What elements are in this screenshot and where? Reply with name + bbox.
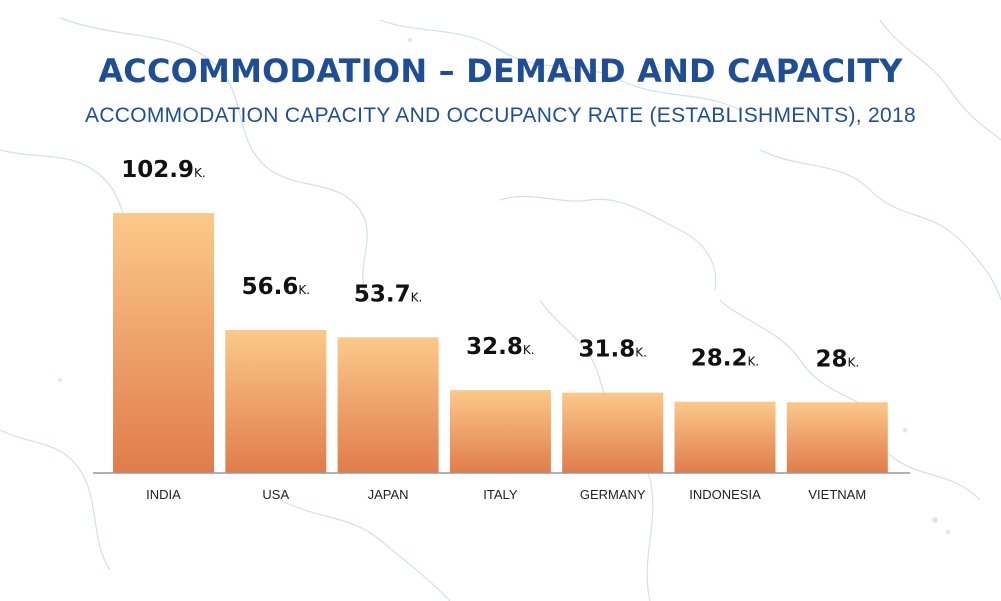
category-label-italy: ITALY [483, 487, 518, 502]
category-label-india: INDIA [146, 487, 181, 502]
value-label-germany: 31.8K. [578, 337, 646, 363]
value-label-indonesia: 28.2K. [691, 346, 759, 372]
value-label-italy: 32.8K. [466, 334, 534, 360]
category-label-japan: JAPAN [368, 487, 409, 502]
category-label-usa: USA [262, 487, 289, 502]
bar-germany [562, 392, 664, 473]
chart-title: ACCOMMODATION – DEMAND AND CAPACITY [98, 52, 903, 90]
value-label-usa: 56.6K. [242, 274, 310, 300]
value-label-india: 102.9K. [121, 157, 205, 183]
value-label-japan: 53.7K. [354, 281, 422, 307]
bar-vietnam [786, 402, 888, 473]
category-label-indonesia: INDONESIA [689, 487, 761, 502]
category-label-germany: GERMANY [580, 487, 646, 502]
bar-japan [337, 337, 439, 473]
bar-india [113, 213, 214, 473]
category-label-vietnam: VIETNAM [808, 487, 866, 502]
bar-indonesia [674, 401, 776, 473]
value-label-vietnam: 28K. [815, 346, 859, 372]
bar-usa [225, 329, 327, 473]
chart-subtitle: ACCOMMODATION CAPACITY AND OCCUPANCY RAT… [85, 104, 916, 127]
bar-italy [449, 390, 551, 473]
